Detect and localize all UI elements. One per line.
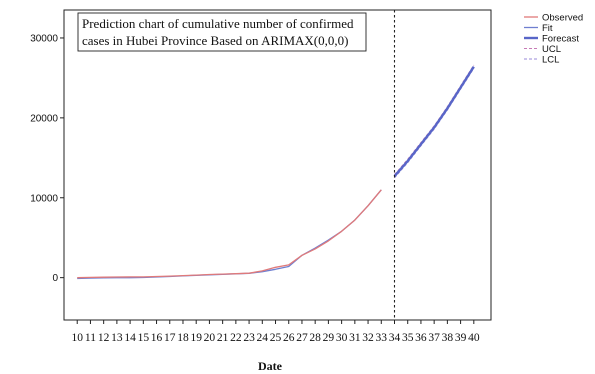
x-tick-label: 31 <box>349 332 361 344</box>
x-tick-label: 40 <box>468 332 480 344</box>
x-tick-label: 17 <box>164 332 176 344</box>
x-tick-label: 15 <box>138 332 150 344</box>
x-tick-label: 13 <box>111 332 123 344</box>
plot-area-frame <box>63 9 492 321</box>
x-tick-label: 29 <box>323 332 335 344</box>
x-axis: 10 11 12 13 14 15 16 17 18 19 20 21 22 23 24 25 26 27 28 29… <box>71 320 480 344</box>
series-line-observed <box>77 189 382 279</box>
chart-title-line-2: cases in Hubei Province Based on ARIMAX(… <box>82 33 348 48</box>
x-tick-label: 36 <box>415 332 427 344</box>
x-tick-label: 23 <box>243 332 255 344</box>
x-tick-label: 35 <box>402 332 414 344</box>
x-tick-label: 19 <box>190 332 202 344</box>
legend-label-lcl: LCL <box>542 54 559 65</box>
legend-label-fit: Fit <box>542 23 553 34</box>
x-tick-label: 30 <box>336 332 348 344</box>
legend-label-forecast: Forecast <box>542 33 579 44</box>
legend-label-observed: Observed <box>542 12 583 23</box>
x-tick-label: 25 <box>270 332 282 344</box>
x-tick-label: 11 <box>85 332 96 344</box>
x-tick-label: 12 <box>98 332 110 344</box>
x-tick-label: 34 <box>389 332 401 344</box>
series-layer <box>77 64 475 280</box>
x-tick-label: 39 <box>455 332 467 344</box>
chart-title-line-1: Prediction chart of cumulative number of… <box>82 16 354 31</box>
x-tick-label: 26 <box>283 332 295 344</box>
series-line-forecast <box>393 66 475 177</box>
x-tick-label: 27 <box>296 332 308 344</box>
x-tick-label: 37 <box>428 332 440 344</box>
y-tick-label: 30000 <box>30 33 58 44</box>
x-tick-label: 10 <box>71 332 83 344</box>
x-tick-label: 33 <box>376 332 388 344</box>
x-tick-label: 18 <box>177 332 189 344</box>
y-tick-label: 10000 <box>30 193 58 204</box>
x-axis-title: Date <box>258 359 283 373</box>
y-axis: 0 10000 20000 30000 <box>30 33 64 284</box>
x-tick-label: 21 <box>217 332 229 344</box>
x-tick-label: 20 <box>204 332 216 344</box>
x-tick-label: 22 <box>230 332 242 344</box>
x-tick-label: 38 <box>442 332 454 344</box>
legend-label-ucl: UCL <box>542 44 561 55</box>
chart-title-box <box>77 12 367 52</box>
x-tick-label: 16 <box>151 332 163 344</box>
y-tick-label: 20000 <box>30 113 58 124</box>
x-tick-label: 24 <box>257 332 269 344</box>
x-tick-label: 32 <box>362 332 374 344</box>
x-tick-label: 28 <box>309 332 321 344</box>
y-tick-label: 0 <box>52 273 58 284</box>
x-tick-label: 14 <box>124 332 136 344</box>
